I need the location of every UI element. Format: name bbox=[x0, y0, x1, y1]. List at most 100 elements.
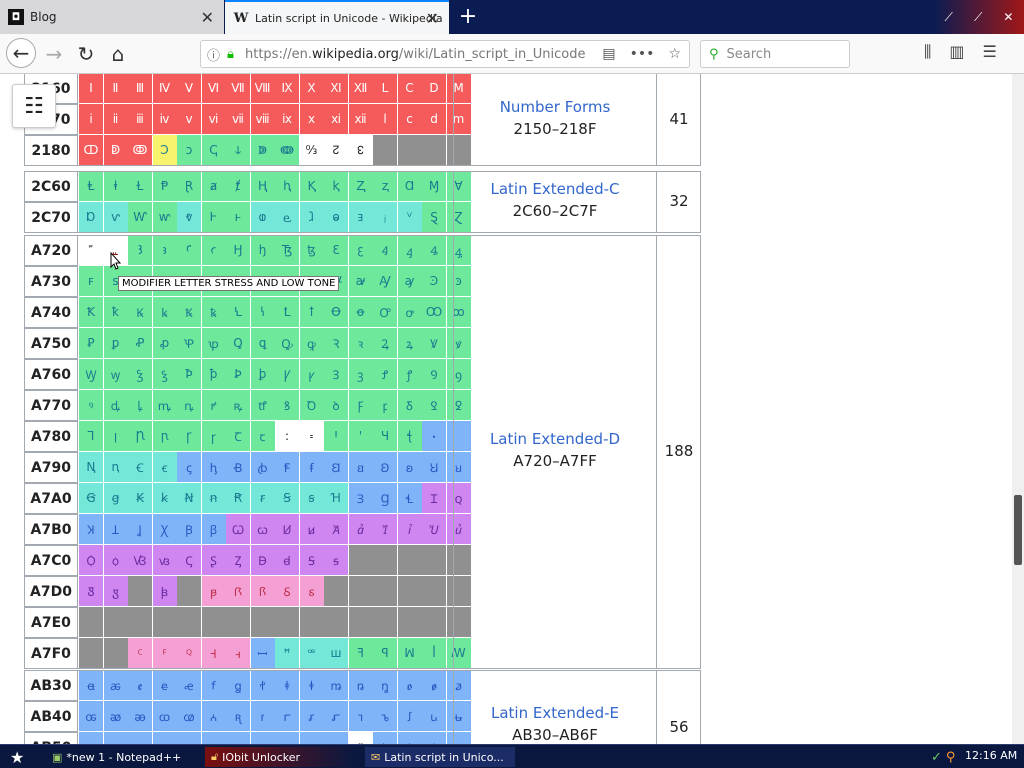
char-cell[interactable]: ꞿ bbox=[446, 514, 472, 545]
char-cell[interactable]: ꬰ bbox=[79, 670, 104, 701]
char-cell[interactable]: Ꝥ bbox=[177, 359, 202, 390]
char-cell[interactable] bbox=[324, 607, 349, 638]
char-cell[interactable]: ⅾ bbox=[422, 104, 447, 135]
taskbar-item-browser[interactable]: ✉ Latin script in Unico... bbox=[365, 747, 515, 767]
start-star-icon[interactable]: ★ bbox=[10, 747, 25, 767]
scrollbar-thumb[interactable] bbox=[1014, 495, 1022, 565]
char-cell[interactable]: ꬶ bbox=[226, 670, 251, 701]
char-cell[interactable]: ↊ bbox=[324, 135, 349, 166]
char-cell[interactable]: Ⅼ bbox=[373, 74, 398, 104]
char-cell[interactable]: ⅲ bbox=[128, 104, 153, 135]
char-cell[interactable]: Ꜯ bbox=[422, 235, 447, 266]
char-cell[interactable]: ꞓ bbox=[152, 452, 178, 483]
char-cell[interactable]: Ꟈ bbox=[250, 545, 276, 576]
char-cell[interactable]: ⅳ bbox=[152, 104, 178, 135]
char-cell[interactable] bbox=[299, 607, 325, 638]
char-cell[interactable]: Ɱ bbox=[422, 171, 447, 202]
char-cell[interactable]: Ꝩ bbox=[275, 359, 300, 390]
char-cell[interactable] bbox=[422, 545, 447, 576]
char-cell[interactable]: ꝟ bbox=[446, 328, 472, 359]
char-cell[interactable] bbox=[446, 545, 472, 576]
char-cell[interactable]: ⱻ bbox=[348, 202, 374, 233]
char-cell[interactable]: Ɒ bbox=[79, 202, 104, 233]
char-cell[interactable]: ꬺ bbox=[324, 670, 349, 701]
char-cell[interactable]: Ɥ bbox=[373, 421, 398, 452]
char-cell[interactable]: ꝅ bbox=[201, 297, 227, 328]
char-cell[interactable]: Ⱡ bbox=[79, 171, 104, 202]
char-cell[interactable]: ꝁ bbox=[103, 297, 129, 328]
char-cell[interactable]: Ⅺ bbox=[324, 74, 349, 104]
char-cell[interactable]: ꝓ bbox=[152, 328, 178, 359]
char-cell[interactable]: ꜠ bbox=[79, 235, 104, 266]
char-cell[interactable] bbox=[324, 576, 349, 607]
char-cell[interactable]: Ɜ bbox=[348, 483, 374, 514]
char-cell[interactable]: Ɡ bbox=[373, 483, 398, 514]
char-cell[interactable]: Ꝟ bbox=[422, 328, 447, 359]
char-cell[interactable]: Ↄ bbox=[152, 135, 178, 166]
char-cell[interactable]: ꞹ bbox=[299, 514, 325, 545]
char-cell[interactable] bbox=[275, 607, 300, 638]
char-cell[interactable]: Ⱬ bbox=[348, 171, 374, 202]
char-cell[interactable]: Ⅾ bbox=[422, 74, 447, 104]
char-cell[interactable] bbox=[128, 607, 153, 638]
char-cell[interactable]: ꭇ bbox=[250, 701, 276, 732]
char-cell[interactable]: Ⅽ bbox=[397, 74, 423, 104]
char-cell[interactable]: Ⅱ bbox=[103, 74, 129, 104]
char-cell[interactable]: ꞃ bbox=[152, 421, 178, 452]
char-cell[interactable]: ꝯ bbox=[446, 359, 472, 390]
char-cell[interactable]: ꬷ bbox=[250, 670, 276, 701]
char-cell[interactable]: Ⱶ bbox=[201, 202, 227, 233]
char-cell[interactable]: Ꞇ bbox=[226, 421, 251, 452]
char-cell[interactable]: Ⅿ bbox=[446, 74, 472, 104]
char-cell[interactable]: ꜯ bbox=[446, 235, 472, 266]
char-cell[interactable]: ⱸ bbox=[275, 202, 300, 233]
block-name-link[interactable]: Latin Extended-D bbox=[489, 430, 621, 448]
char-cell[interactable]: Ꝛ bbox=[324, 328, 349, 359]
char-cell[interactable]: ꝥ bbox=[201, 359, 227, 390]
char-cell[interactable]: Ꭓ bbox=[152, 514, 178, 545]
char-cell[interactable]: Ꜫ bbox=[324, 235, 349, 266]
char-cell[interactable]: ꝫ bbox=[348, 359, 374, 390]
close-tab-icon[interactable]: ✕ bbox=[425, 8, 439, 28]
char-cell[interactable]: ꟁ bbox=[103, 545, 129, 576]
char-cell[interactable]: ꬳ bbox=[152, 670, 178, 701]
char-cell[interactable]: Ɫ bbox=[128, 171, 153, 202]
maximize-icon[interactable]: ⟋ bbox=[973, 9, 983, 24]
char-cell[interactable]: ꜰ bbox=[79, 266, 104, 297]
block-name-link[interactable]: Latin Extended-E bbox=[490, 704, 619, 722]
char-cell[interactable]: ⱨ bbox=[275, 171, 300, 202]
char-cell[interactable]: ꞽ bbox=[397, 514, 423, 545]
char-cell[interactable] bbox=[79, 607, 104, 638]
char-cell[interactable]: Ꞵ bbox=[177, 514, 202, 545]
char-cell[interactable]: Ꝿ bbox=[422, 390, 447, 421]
char-cell[interactable]: Ꜩ bbox=[275, 235, 300, 266]
char-cell[interactable]: Ʇ bbox=[103, 514, 129, 545]
char-cell[interactable]: Ꞧ bbox=[226, 483, 251, 514]
char-cell[interactable]: ꭏ bbox=[446, 701, 472, 732]
taskbar-item-iobit[interactable]: 🔓︎ IObit Unlocker bbox=[205, 747, 355, 767]
char-cell[interactable]: ⱡ bbox=[103, 171, 129, 202]
char-cell[interactable]: Ꞅ bbox=[177, 421, 202, 452]
char-cell[interactable]: ꞗ bbox=[250, 452, 276, 483]
close-tab-icon[interactable]: ✕ bbox=[200, 7, 214, 27]
search-box[interactable]: ⚲ Search bbox=[700, 40, 850, 68]
char-cell[interactable]: ꜩ bbox=[299, 235, 325, 266]
char-cell[interactable]: ꜥ bbox=[201, 235, 227, 266]
char-cell[interactable]: ꝰ bbox=[79, 390, 104, 421]
char-cell[interactable]: ꬼ bbox=[373, 670, 398, 701]
char-cell[interactable]: ꞁ bbox=[103, 421, 129, 452]
char-cell[interactable]: ↀ bbox=[79, 135, 104, 166]
char-cell[interactable]: ꭟ bbox=[446, 732, 472, 744]
bookmark-star-icon[interactable]: ☆ bbox=[668, 46, 681, 62]
char-cell[interactable]: Ɦ bbox=[324, 483, 349, 514]
char-cell[interactable]: ⅰ bbox=[79, 104, 104, 135]
char-cell[interactable]: ꬲ bbox=[128, 670, 153, 701]
char-cell[interactable] bbox=[446, 421, 472, 452]
block-name-link[interactable]: Number Forms bbox=[499, 97, 611, 116]
char-cell[interactable]: ⅺ bbox=[324, 104, 349, 135]
char-cell[interactable]: Ᵹ bbox=[397, 390, 423, 421]
char-cell[interactable]: ↁ bbox=[103, 135, 129, 166]
char-cell[interactable]: Ꜥ bbox=[177, 235, 202, 266]
char-cell[interactable]: ꝳ bbox=[152, 390, 178, 421]
char-cell[interactable]: ↄ bbox=[177, 135, 202, 166]
